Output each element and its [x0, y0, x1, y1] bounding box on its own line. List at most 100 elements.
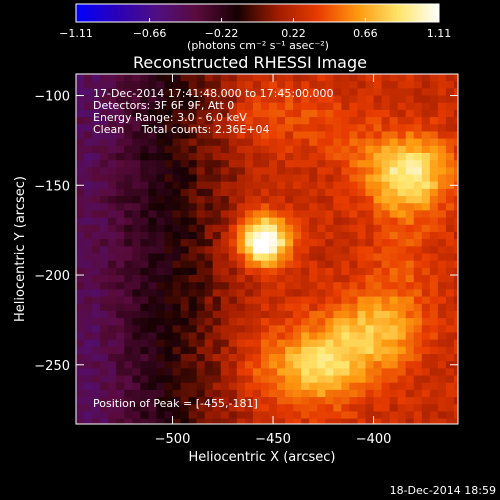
heatmap-cell	[413, 325, 423, 334]
heatmap-cell	[437, 145, 447, 154]
heatmap-cell	[389, 188, 399, 197]
heatmap-cell	[365, 404, 375, 413]
heatmap-cell	[301, 282, 310, 290]
heatmap-cell	[188, 282, 198, 290]
heatmap-cell	[84, 260, 93, 269]
heatmap-cell	[453, 117, 458, 125]
heatmap-cell	[260, 203, 270, 212]
heatmap-cell	[228, 310, 238, 319]
heatmap-cell	[325, 382, 334, 391]
heatmap-cell	[309, 95, 318, 104]
heatmap-cell	[204, 203, 214, 212]
heatmap-cell	[260, 404, 270, 413]
heatmap-cell	[373, 138, 383, 147]
heatmap-cell	[188, 81, 198, 89]
heatmap-cell	[92, 267, 101, 276]
heatmap-cell	[188, 267, 198, 276]
heatmap-cell	[140, 361, 149, 369]
heatmap-cell	[333, 210, 342, 219]
heatmap-cell	[140, 224, 149, 233]
heatmap-cell	[413, 217, 423, 226]
heatmap-cell	[148, 167, 158, 176]
heatmap-cell	[164, 267, 174, 276]
heatmap-cell	[325, 296, 334, 305]
heatmap-cell	[429, 109, 439, 118]
heatmap-cell	[172, 88, 182, 97]
heatmap-cell	[277, 203, 286, 212]
heatmap-cell	[301, 310, 310, 319]
heatmap-cell	[124, 368, 133, 377]
heatmap-cell	[220, 117, 230, 125]
heatmap-cell	[180, 81, 190, 89]
heatmap-cell	[437, 224, 447, 233]
heatmap-cell	[228, 160, 238, 168]
heatmap-cell	[277, 246, 286, 255]
heatmap-cell	[429, 389, 439, 398]
heatmap-cell	[196, 231, 206, 240]
heatmap-cell	[92, 289, 101, 298]
heatmap-cell	[293, 282, 302, 290]
heatmap-cell	[293, 203, 302, 212]
heatmap-cell	[413, 160, 423, 168]
heatmap-cell	[180, 389, 190, 398]
heatmap-cell	[228, 375, 238, 384]
heatmap-cell	[381, 160, 391, 168]
heatmap-cell	[132, 81, 141, 89]
heatmap-cell	[236, 389, 246, 398]
heatmap-cell	[397, 418, 407, 424]
heatmap-cell	[445, 217, 455, 226]
heatmap-cell	[108, 74, 117, 82]
heatmap-cell	[405, 181, 415, 190]
heatmap-cell	[76, 102, 85, 111]
heatmap-cell	[228, 188, 238, 197]
heatmap-cell	[180, 318, 190, 326]
heatmap-cell	[325, 397, 334, 405]
heatmap-cell	[293, 246, 302, 255]
heatmap-cell	[164, 231, 174, 240]
heatmap-cell	[100, 267, 109, 276]
heatmap-cell	[252, 418, 262, 424]
heatmap-cell	[397, 310, 407, 319]
heatmap-cell	[92, 246, 101, 255]
heatmap-cell	[92, 354, 101, 362]
heatmap-cell	[252, 109, 262, 118]
heatmap-cell	[196, 375, 206, 384]
heatmap-cell	[421, 282, 431, 290]
heatmap-cell	[429, 88, 439, 97]
heatmap-cell	[84, 74, 93, 82]
heatmap-cell	[252, 239, 262, 247]
heatmap-cell	[437, 339, 447, 348]
heatmap-cell	[244, 145, 254, 154]
heatmap-cell	[180, 275, 190, 283]
heatmap-cell	[277, 354, 286, 362]
heatmap-cell	[269, 260, 278, 269]
heatmap-cell	[413, 231, 423, 240]
heatmap-cell	[100, 117, 109, 125]
heatmap-cell	[317, 74, 326, 82]
heatmap-cell	[132, 389, 141, 398]
heatmap-cell	[285, 124, 294, 133]
heatmap-cell	[405, 167, 415, 176]
heatmap-cell	[349, 231, 359, 240]
heatmap-cell	[277, 404, 286, 413]
heatmap-cell	[172, 361, 182, 369]
heatmap-cell	[325, 253, 334, 262]
heatmap-cell	[228, 282, 238, 290]
heatmap-cell	[244, 74, 254, 82]
heatmap-cell	[108, 375, 117, 384]
heatmap-cell	[204, 346, 214, 355]
heatmap-cell	[349, 289, 359, 298]
heatmap-cell	[437, 354, 447, 362]
heatmap-cell	[164, 332, 174, 341]
heatmap-cell	[365, 88, 375, 97]
heatmap-cell	[156, 74, 166, 82]
heatmap-cell	[301, 145, 310, 154]
heatmap-cell	[349, 88, 359, 97]
heatmap-cell	[140, 296, 149, 305]
heatmap-cell	[116, 217, 125, 226]
heatmap-cell	[405, 81, 415, 89]
heatmap-cell	[429, 267, 439, 276]
heatmap-cell	[453, 253, 458, 262]
heatmap-cell	[180, 354, 190, 362]
heatmap-cell	[196, 354, 206, 362]
